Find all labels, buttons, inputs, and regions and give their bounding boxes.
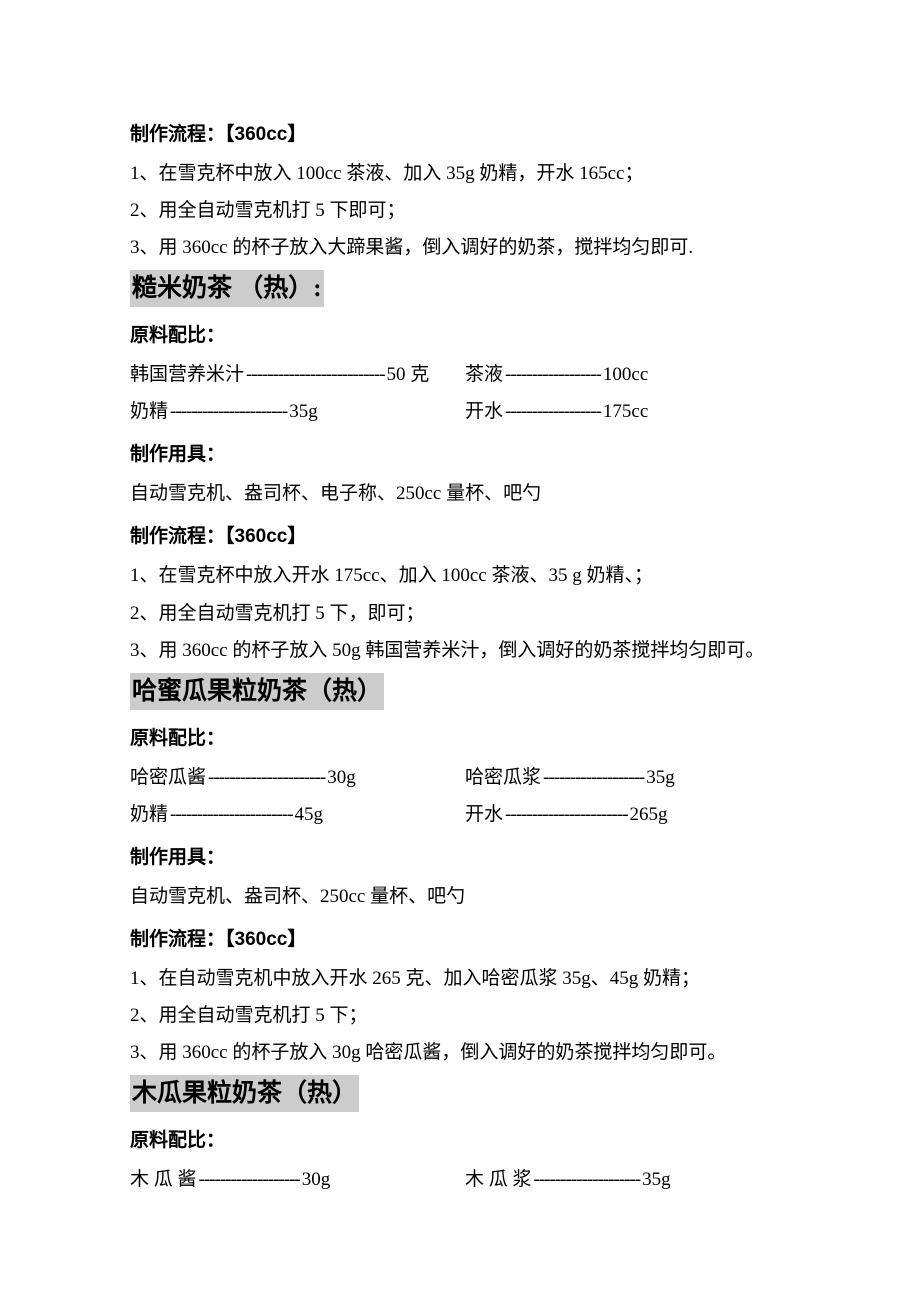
process-step: 3、用 360cc 的杯子放入 50g 韩国营养米汁，倒入调好的奶茶搅拌均匀即可… bbox=[130, 632, 800, 669]
ingredient-item: 韩国营养米汁 -------------------------- 50 克 bbox=[130, 356, 465, 393]
ingredient-amount: 45g bbox=[295, 796, 324, 833]
ingredient-item: 木 瓜 浆 -------------------- 35g bbox=[465, 1161, 800, 1198]
ingredient-amount: 50 克 bbox=[387, 356, 430, 393]
ingredient-name: 奶精 bbox=[130, 393, 168, 430]
process-step: 1、在雪克杯中放入开水 175cc、加入 100cc 茶液、35 g 奶精、； bbox=[130, 557, 800, 594]
ingredient-amount: 35g bbox=[642, 1161, 671, 1198]
ingredient-item: 奶精 ---------------------- 35g bbox=[130, 393, 465, 430]
process-step: 3、用 360cc 的杯子放入 30g 哈密瓜酱，倒入调好的奶茶搅拌均匀即可。 bbox=[130, 1034, 800, 1071]
recipe-title: 木瓜果粒奶茶（热） bbox=[130, 1075, 359, 1112]
ingredient-name: 开水 bbox=[465, 393, 503, 430]
tools-text: 自动雪克机、盎司杯、电子称、250cc 量杯、吧勺 bbox=[130, 475, 800, 512]
recipe-title: 糙米奶茶 （热）: bbox=[130, 270, 324, 307]
ingredient-name: 哈密瓜酱 bbox=[130, 759, 206, 796]
process-heading: 制作流程：【360cc】 bbox=[130, 518, 800, 555]
process-step: 2、用全自动雪克机打 5 下； bbox=[130, 997, 800, 1034]
tools-text: 自动雪克机、盎司杯、250cc 量杯、吧勺 bbox=[130, 878, 800, 915]
ingredient-name: 茶液 bbox=[465, 356, 503, 393]
ingredient-item: 木 瓜 酱 ------------------- 30g bbox=[130, 1161, 465, 1198]
tools-label: 制作用具： bbox=[130, 436, 800, 473]
ingredient-item: 哈密瓜酱 ---------------------- 30g bbox=[130, 759, 465, 796]
ingredient-dash: ---------------------- bbox=[168, 393, 289, 430]
ingredient-name: 奶精 bbox=[130, 796, 168, 833]
ingredient-item: 奶精 ----------------------- 45g bbox=[130, 796, 465, 833]
ingredients-list: 木 瓜 酱 ------------------- 30g 木 瓜 浆 ----… bbox=[130, 1161, 800, 1198]
process-step: 1、在自动雪克机中放入开水 265 克、加入哈密瓜浆 35g、45g 奶精； bbox=[130, 960, 800, 997]
ingredient-item: 哈密瓜浆 ------------------- 35g bbox=[465, 759, 800, 796]
process-step: 1、在雪克杯中放入 100cc 茶液、加入 35g 奶精，开水 165cc； bbox=[130, 155, 800, 192]
process-heading: 制作流程：【360cc】 bbox=[130, 116, 800, 153]
ingredients-list: 哈密瓜酱 ---------------------- 30g 哈密瓜浆 ---… bbox=[130, 759, 800, 833]
ingredient-name: 开水 bbox=[465, 796, 503, 833]
ingredient-name: 木 瓜 浆 bbox=[465, 1161, 532, 1198]
ingredient-item: 开水 ----------------------- 265g bbox=[465, 796, 800, 833]
process-step: 3、用 360cc 的杯子放入大蹄果酱，倒入调好的奶茶，搅拌均匀即可. bbox=[130, 229, 800, 266]
ingredient-amount: 35g bbox=[289, 393, 318, 430]
ingredient-dash: ------------------- bbox=[197, 1161, 302, 1198]
recipe-title: 哈蜜瓜果粒奶茶（热） bbox=[130, 673, 384, 710]
ingredient-dash: ---------------------- bbox=[206, 759, 327, 796]
process-step: 2、用全自动雪克机打 5 下，即可； bbox=[130, 595, 800, 632]
ingredient-amount: 35g bbox=[646, 759, 675, 796]
ingredient-amount: 100cc bbox=[603, 356, 648, 393]
ingredients-list: 韩国营养米汁 -------------------------- 50 克 茶… bbox=[130, 356, 800, 430]
ingredient-dash: -------------------- bbox=[532, 1161, 643, 1198]
ingredient-name: 哈密瓜浆 bbox=[465, 759, 541, 796]
ingredient-dash: ------------------ bbox=[503, 393, 603, 430]
ingredient-dash: ------------------ bbox=[503, 356, 603, 393]
process-step: 2、用全自动雪克机打 5 下即可； bbox=[130, 192, 800, 229]
ingredients-label: 原料配比： bbox=[130, 720, 800, 757]
ingredient-item: 开水 ------------------ 175cc bbox=[465, 393, 800, 430]
ingredient-amount: 30g bbox=[302, 1161, 331, 1198]
ingredient-name: 韩国营养米汁 bbox=[130, 356, 244, 393]
tools-label: 制作用具： bbox=[130, 839, 800, 876]
ingredient-name: 木 瓜 酱 bbox=[130, 1161, 197, 1198]
document-page: 制作流程：【360cc】 1、在雪克杯中放入 100cc 茶液、加入 35g 奶… bbox=[0, 0, 920, 1302]
ingredient-dash: ----------------------- bbox=[503, 796, 630, 833]
ingredient-item: 茶液 ------------------ 100cc bbox=[465, 356, 800, 393]
ingredient-dash: ------------------- bbox=[541, 759, 646, 796]
ingredient-dash: ----------------------- bbox=[168, 796, 295, 833]
ingredients-label: 原料配比： bbox=[130, 317, 800, 354]
process-heading: 制作流程：【360cc】 bbox=[130, 921, 800, 958]
ingredients-label: 原料配比： bbox=[130, 1122, 800, 1159]
ingredient-amount: 30g bbox=[327, 759, 356, 796]
ingredient-dash: -------------------------- bbox=[244, 356, 387, 393]
ingredient-amount: 175cc bbox=[603, 393, 648, 430]
ingredient-amount: 265g bbox=[630, 796, 668, 833]
